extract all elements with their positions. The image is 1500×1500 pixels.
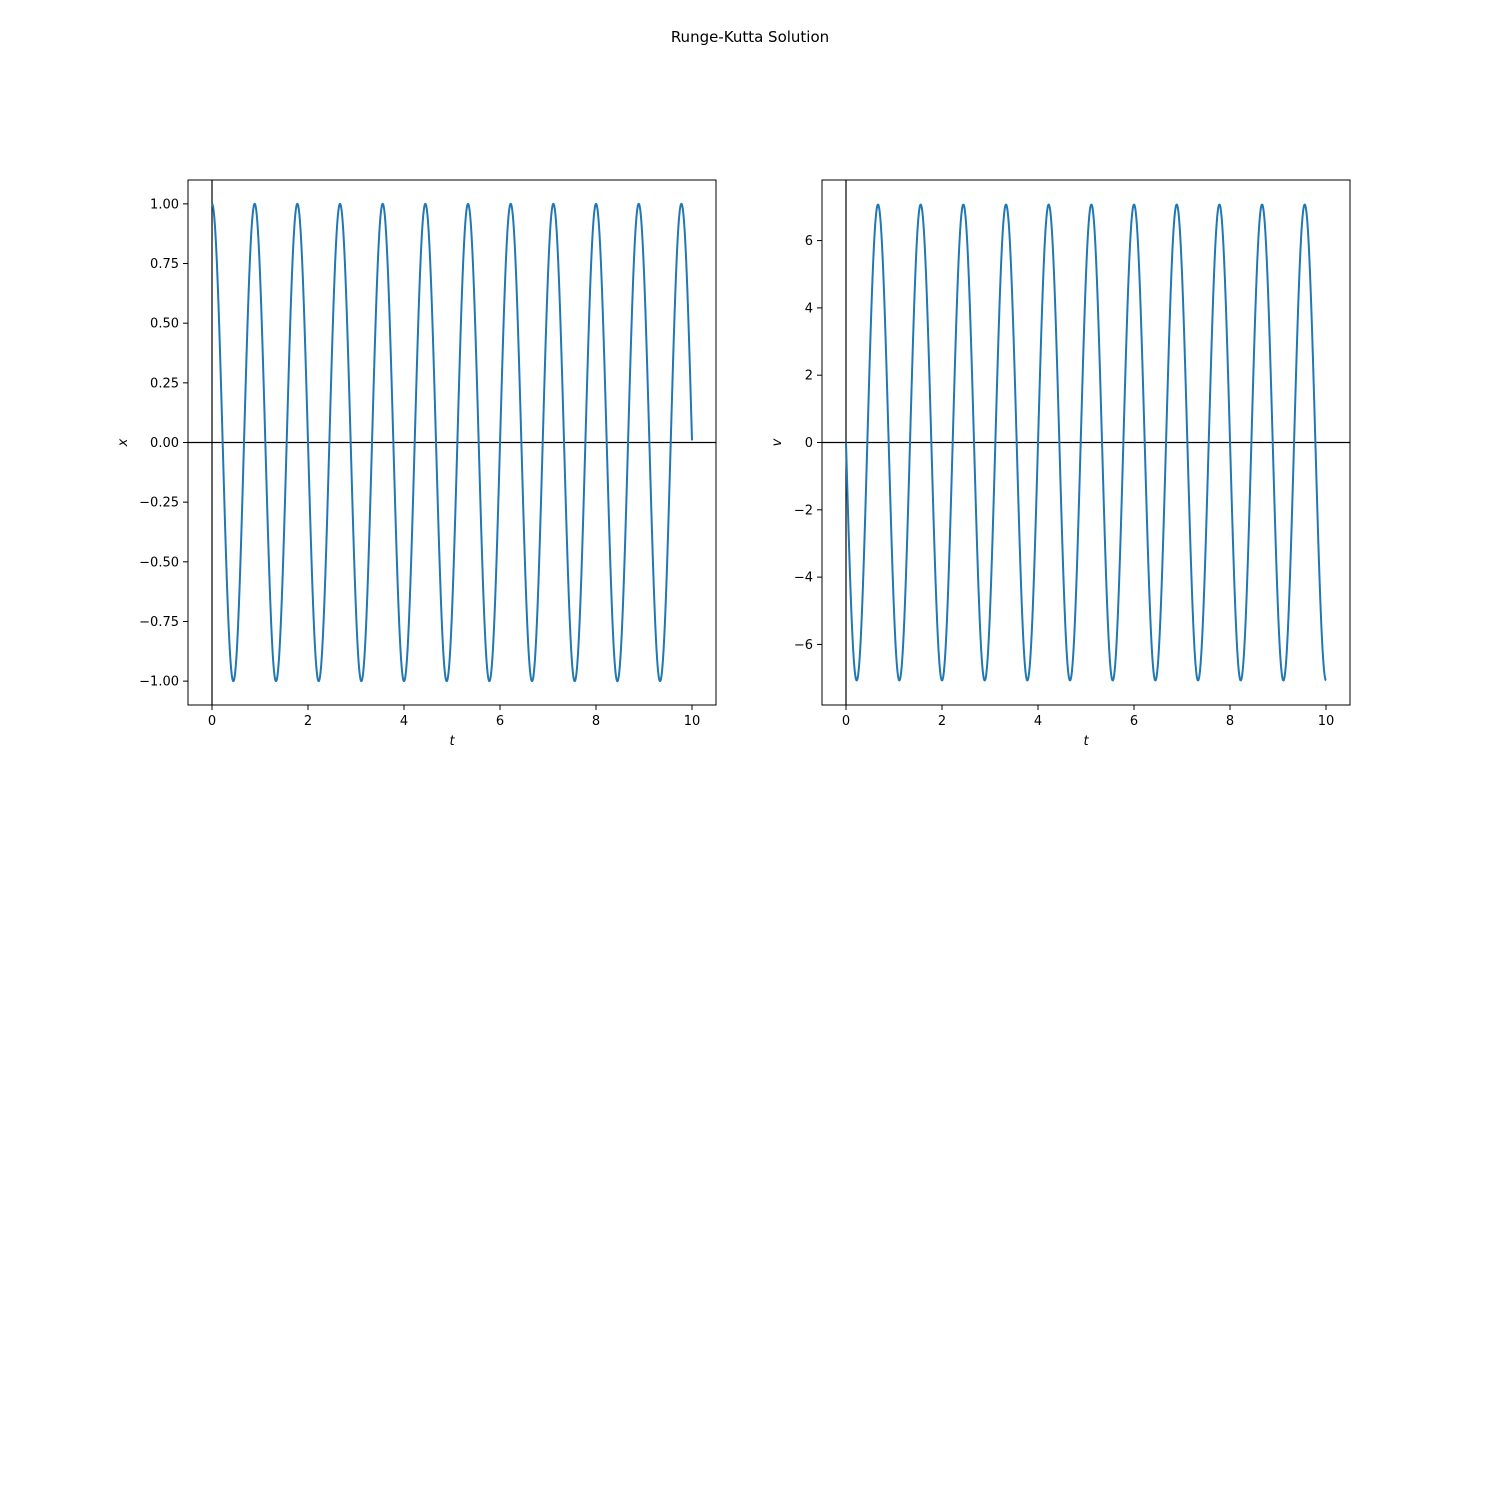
x-tick-label: 10 — [1318, 714, 1335, 729]
y-tick-label: −2 — [794, 503, 813, 518]
x-tick-label: 2 — [938, 714, 946, 729]
x-tick-label: 10 — [684, 714, 701, 729]
y-tick-label: −4 — [794, 571, 813, 586]
x-tick-label: 2 — [304, 714, 312, 729]
x-tick-label: 4 — [400, 714, 408, 729]
y-tick-label: −1.00 — [139, 675, 179, 690]
x-vs-t-chart: 0 2 4 6 8 10 −1.00 −0.75 −0.50 −0.25 0.00 0.25 0.50 0… — [116, 179, 717, 749]
x-tick-label: 0 — [842, 714, 850, 729]
y-tick-label: −6 — [794, 638, 813, 653]
x-axis-label: t — [1083, 734, 1089, 749]
x-tick-label: 8 — [1226, 714, 1234, 729]
y-tick-label: 0.75 — [150, 257, 179, 272]
x-tick-label: 6 — [496, 714, 504, 729]
y-axis-label: x — [116, 438, 131, 447]
v-vs-t-chart: 0 2 4 6 8 10 −6 −4 −2 0 2 4 6 t v — [770, 179, 1351, 749]
x-axis-label: t — [449, 734, 455, 749]
y-tick-label: −0.75 — [139, 615, 179, 630]
y-tick-label: −0.25 — [139, 496, 179, 511]
y-axis-label: v — [770, 438, 785, 446]
x-series-line — [211, 202, 693, 683]
y-tick-label: −0.50 — [139, 555, 179, 570]
y-tick-label: 0.25 — [150, 376, 179, 391]
y-tick-label: 0.00 — [150, 436, 179, 451]
x-tick-label: 4 — [1034, 714, 1042, 729]
v-series-line — [845, 203, 1327, 682]
y-tick-label: 0 — [805, 436, 813, 451]
x-tick-label: 0 — [208, 714, 216, 729]
y-tick-label: 0.50 — [150, 317, 179, 332]
x-tick-label: 6 — [1130, 714, 1138, 729]
y-tick-label: 4 — [805, 301, 813, 316]
y-tick-label: 2 — [805, 369, 813, 384]
x-tick-label: 8 — [592, 714, 600, 729]
y-tick-label: 1.00 — [150, 197, 179, 212]
y-tick-label: 6 — [805, 234, 813, 249]
figure-title: Runge-Kutta Solution — [671, 28, 829, 46]
